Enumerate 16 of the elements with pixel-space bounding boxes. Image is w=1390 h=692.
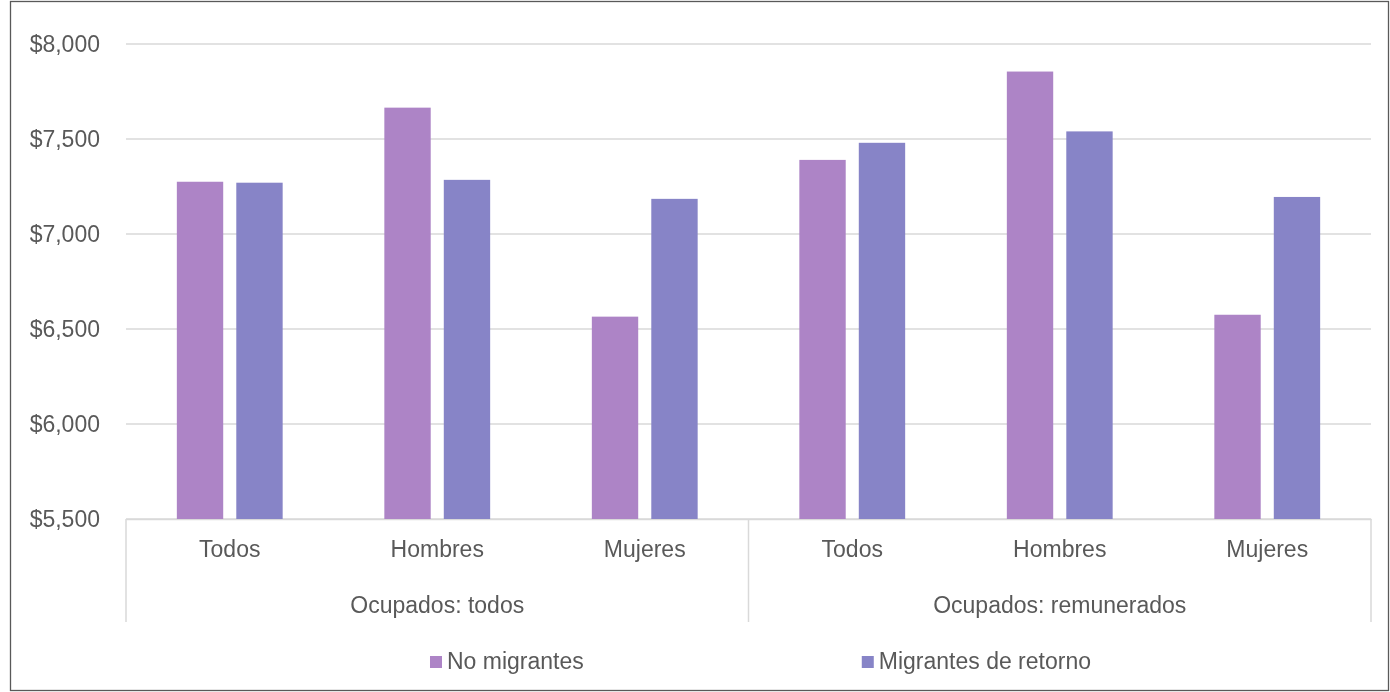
- x-tick-label: Mujeres: [1226, 536, 1309, 563]
- y-tick-label: $8,000: [29, 30, 100, 57]
- x-tick-label: Mujeres: [603, 536, 686, 563]
- y-tick-label: $6,000: [29, 410, 100, 437]
- legend-label: No migrantes: [446, 648, 584, 675]
- y-tick-label: $7,000: [29, 220, 100, 247]
- x-tick-label: Hombres: [390, 536, 484, 563]
- text: Ocupados: remunerados: [933, 592, 1187, 618]
- legend-label: Migrantes de retorno: [878, 648, 1092, 675]
- x-tick-label: Todos: [821, 536, 883, 563]
- x-tick-label: Hombres: [1013, 536, 1107, 563]
- y-tick-label: $6,500: [29, 315, 100, 342]
- text: Ocupados: todos: [350, 592, 525, 618]
- y-tick-label: $5,500: [29, 505, 100, 532]
- y-tick-label: $7,500: [29, 125, 100, 152]
- x-tick-label: Todos: [199, 536, 261, 563]
